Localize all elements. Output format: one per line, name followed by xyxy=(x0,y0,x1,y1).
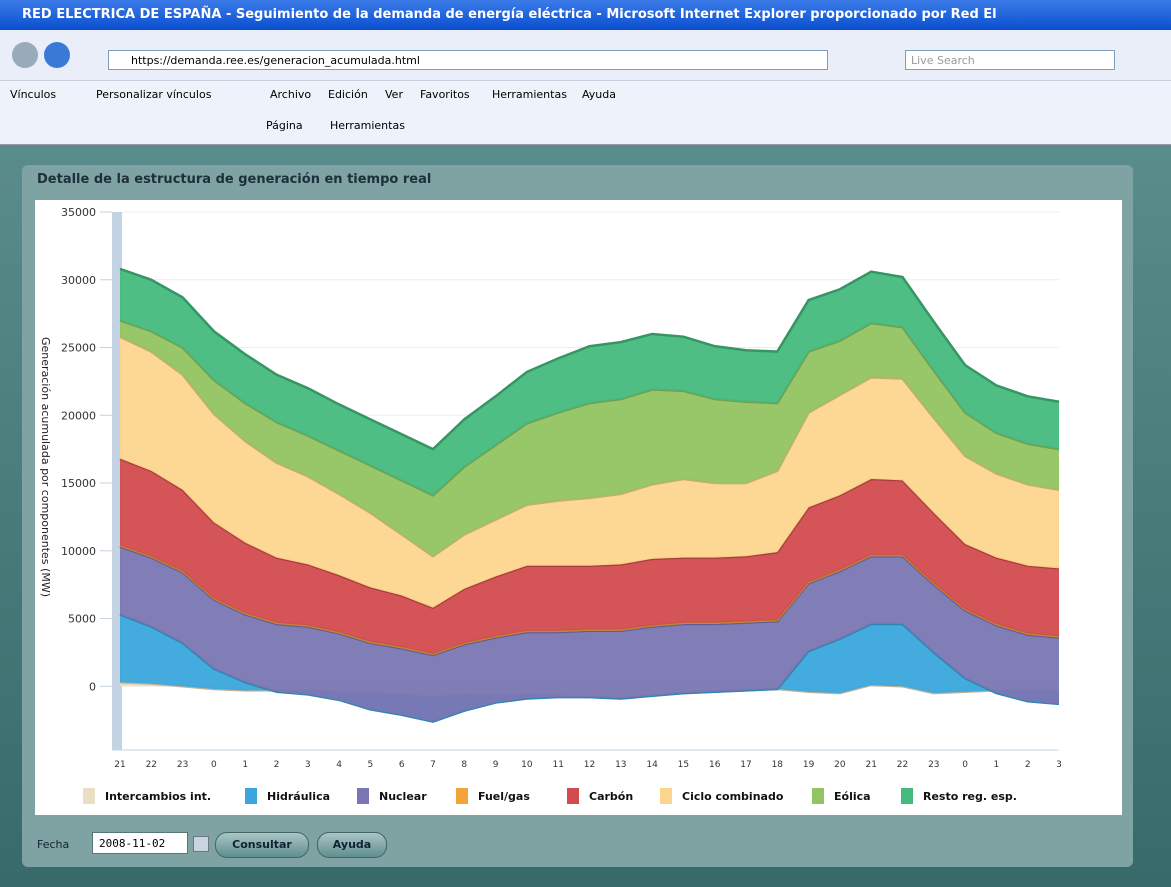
x-tick-label: 22 xyxy=(146,760,157,770)
x-tick-label: 16 xyxy=(709,760,721,770)
x-tick-label: 3 xyxy=(305,760,311,770)
x-tick-label: 4 xyxy=(336,760,342,770)
legend-swatch xyxy=(456,788,468,804)
legend-swatch xyxy=(357,788,369,804)
legend-swatch xyxy=(567,788,579,804)
x-tick-label: 15 xyxy=(678,760,689,770)
y-tick-label: 20000 xyxy=(61,409,96,422)
x-tick-label: 9 xyxy=(493,760,499,770)
legend-swatch xyxy=(812,788,824,804)
submit-button[interactable]: Consultar xyxy=(215,832,309,858)
x-tick-label: 18 xyxy=(772,760,784,770)
x-tick-label: 19 xyxy=(803,760,815,770)
date-input[interactable]: 2008-11-02 xyxy=(92,832,188,854)
x-tick-label: 17 xyxy=(740,760,751,770)
x-tick-label: 20 xyxy=(834,760,846,770)
y-tick-label: 35000 xyxy=(61,206,96,219)
legend-label: Eólica xyxy=(834,790,871,803)
x-tick-label: 13 xyxy=(615,760,626,770)
legend-label: Resto reg. esp. xyxy=(923,790,1017,803)
legend-label: Carbón xyxy=(589,790,633,803)
y-tick-label: 25000 xyxy=(61,342,96,355)
y-tick-label: 10000 xyxy=(61,545,96,558)
legend-swatch xyxy=(901,788,913,804)
calendar-button[interactable] xyxy=(193,836,209,852)
y-tick-label: 5000 xyxy=(68,613,96,626)
y-axis-label: Generación acumulada por componentes (MW… xyxy=(39,337,52,597)
legend-label: Ciclo combinado xyxy=(682,790,784,803)
legend-label: Intercambios int. xyxy=(105,790,211,803)
x-tick-label: 23 xyxy=(928,760,939,770)
legend-label: Fuel/gas xyxy=(478,790,530,803)
x-tick-label: 23 xyxy=(177,760,188,770)
x-tick-label: 3 xyxy=(1056,760,1062,770)
legend-swatch xyxy=(245,788,257,804)
x-tick-label: 0 xyxy=(211,760,217,770)
y-tick-label: 0 xyxy=(89,680,96,693)
x-tick-label: 10 xyxy=(521,760,533,770)
x-tick-label: 2 xyxy=(274,760,280,770)
x-tick-label: 21 xyxy=(114,760,125,770)
x-tick-label: 8 xyxy=(461,760,467,770)
x-tick-label: 1 xyxy=(994,760,1000,770)
x-tick-label: 7 xyxy=(430,760,436,770)
legend-swatch xyxy=(660,788,672,804)
legend-label: Nuclear xyxy=(379,790,427,803)
browser-window: RED ELECTRICA DE ESPAÑA - Seguimiento de… xyxy=(0,0,1171,887)
x-tick-label: 11 xyxy=(552,760,563,770)
chart: 0 5000 10000 15000 20000 25000 30000 35000 Gener… xyxy=(0,0,1171,887)
x-tick-label: 14 xyxy=(646,760,658,770)
x-tick-label: 0 xyxy=(962,760,968,770)
x-tick-label: 6 xyxy=(399,760,405,770)
x-tick-label: 22 xyxy=(897,760,908,770)
help-button[interactable]: Ayuda xyxy=(317,832,387,858)
y-tick-label: 15000 xyxy=(61,477,96,490)
x-tick-label: 12 xyxy=(584,760,595,770)
legend-swatch xyxy=(83,788,95,804)
date-label: Fecha xyxy=(37,838,69,851)
x-tick-label: 21 xyxy=(865,760,876,770)
x-tick-label: 5 xyxy=(368,760,374,770)
legend-label: Hidráulica xyxy=(267,790,330,803)
y-tick-label: 30000 xyxy=(61,274,96,287)
x-tick-label: 2 xyxy=(1025,760,1031,770)
x-tick-label: 1 xyxy=(242,760,248,770)
